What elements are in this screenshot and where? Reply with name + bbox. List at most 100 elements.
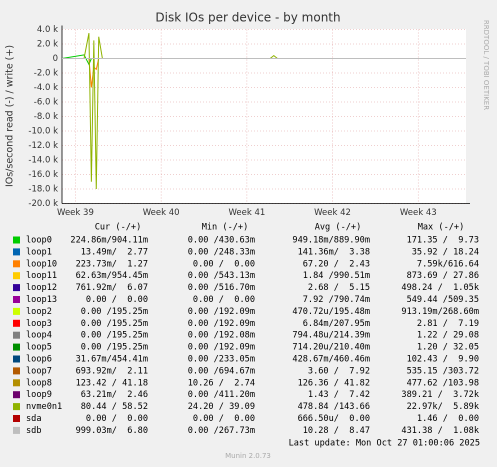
x-tick-label: Week 41 bbox=[228, 208, 265, 218]
legend-stat: 102.43 / 9.90 bbox=[407, 355, 479, 365]
legend-swatch bbox=[13, 391, 20, 399]
legend-stat: 0.00 /192.09m bbox=[188, 307, 255, 317]
legend-stat: 7.92 /790.74m bbox=[303, 295, 370, 305]
legend-stat: 693.92m/ 2.11 bbox=[76, 366, 148, 376]
legend-label: loop10 bbox=[26, 259, 57, 269]
legend-stat: 0.00 /192.09m bbox=[188, 319, 255, 329]
legend-stat: 0.00 / 0.00 bbox=[193, 295, 255, 305]
legend-header: Max (-/+) bbox=[418, 223, 465, 233]
legend-stat: 1.20 / 32.05 bbox=[417, 343, 479, 353]
y-tick-label: -16.0 k bbox=[28, 170, 58, 180]
legend-label: loop4 bbox=[26, 331, 52, 341]
legend-stat: 0.00 /233.05m bbox=[188, 355, 255, 365]
legend-stat: 0.00 /430.63m bbox=[188, 236, 255, 246]
legend-stat: 10.28 / 8.47 bbox=[303, 426, 370, 436]
legend-stat: 10.26 / 2.74 bbox=[188, 378, 255, 388]
legend-swatch bbox=[13, 248, 20, 256]
legend-label: loop1 bbox=[26, 247, 52, 257]
legend-stat: 0.00 / 0.00 bbox=[193, 414, 255, 424]
legend-stat: 549.44 /509.35 bbox=[407, 295, 479, 305]
legend-stat: 470.72u/195.48m bbox=[292, 307, 370, 317]
y-tick-label: 0 bbox=[53, 54, 58, 64]
legend-stat: 431.38 / 1.08k bbox=[401, 426, 479, 436]
legend-label: loop5 bbox=[26, 343, 52, 353]
legend-stat: 0.00 /192.08m bbox=[188, 331, 255, 341]
legend-label: loop12 bbox=[26, 283, 57, 293]
legend-stat: 999.03m/ 6.80 bbox=[76, 426, 148, 436]
y-tick-label: -18.0 k bbox=[28, 185, 58, 195]
last-update: Last update: Mon Oct 27 01:00:06 2025 bbox=[289, 439, 480, 449]
y-tick-label: -4.0 k bbox=[34, 83, 58, 93]
legend-stat: 913.19m/268.60m bbox=[401, 307, 479, 317]
legend-stat: 171.35 / 9.73 bbox=[407, 236, 479, 246]
legend-stat: 794.48u/214.39m bbox=[292, 331, 370, 341]
legend-stat: 13.49m/ 2.77 bbox=[81, 247, 148, 257]
legend-label: loop13 bbox=[26, 295, 57, 305]
legend-label: loop3 bbox=[26, 319, 52, 329]
legend-stat: 1.43 / 7.42 bbox=[308, 390, 370, 400]
legend-swatch bbox=[13, 379, 20, 387]
legend-label: loop6 bbox=[26, 355, 52, 365]
legend-stat: 498.24 / 1.05k bbox=[401, 283, 479, 293]
legend-swatch bbox=[13, 331, 20, 339]
legend-stat: 389.21 / 3.72k bbox=[401, 390, 479, 400]
legend-swatch bbox=[13, 236, 20, 244]
y-tick-label: -14.0 k bbox=[28, 156, 58, 166]
legend-swatch bbox=[13, 296, 20, 303]
legend-stat: 0.00 /411.20m bbox=[188, 390, 255, 400]
legend-header: Avg (-/+) bbox=[315, 223, 362, 233]
legend-stat: 0.00 /248.33m bbox=[188, 247, 255, 257]
legend-label: loop11 bbox=[26, 271, 57, 281]
legend-label: loop8 bbox=[26, 378, 52, 388]
legend-stat: 535.15 /303.72 bbox=[407, 366, 479, 376]
legend-stat: 3.60 / 7.92 bbox=[308, 366, 370, 376]
x-tick-label: Week 39 bbox=[57, 208, 94, 218]
legend-stat: 223.73m/ 1.27 bbox=[76, 259, 148, 269]
legend-stat: 2.68 / 5.15 bbox=[308, 283, 370, 293]
legend-stat: 0.00 / 0.00 bbox=[193, 259, 255, 269]
legend-stat: 0.00 /195.25m bbox=[81, 343, 148, 353]
legend-stat: 1.84 /990.51m bbox=[303, 271, 370, 281]
legend-stat: 0.00 /543.13m bbox=[188, 271, 255, 281]
legend-label: sdb bbox=[26, 426, 42, 436]
legend-stat: 0.00 /195.25m bbox=[81, 319, 148, 329]
legend-stat: 67.20 / 2.43 bbox=[303, 259, 370, 269]
legend-swatch bbox=[13, 272, 20, 280]
legend-stat: 478.84 /143.66 bbox=[298, 402, 370, 412]
y-axis-label: IOs/second read (-) / write (+) bbox=[5, 45, 16, 187]
legend-stat: 949.18m/889.90m bbox=[292, 236, 370, 246]
legend-stat: 80.44 / 58.52 bbox=[81, 402, 148, 412]
legend-label: loop7 bbox=[26, 366, 52, 376]
legend-swatch bbox=[13, 284, 20, 292]
legend-stat: 714.20u/210.40m bbox=[292, 343, 370, 353]
legend-stat: 0.00 /195.25m bbox=[81, 307, 148, 317]
y-tick-label: -12.0 k bbox=[28, 141, 58, 151]
legend-stat: 761.92m/ 6.07 bbox=[76, 283, 148, 293]
legend-swatch bbox=[13, 307, 20, 315]
legend-swatch bbox=[13, 355, 20, 363]
legend-stat: 63.21m/ 2.46 bbox=[81, 390, 148, 400]
legend-stat: 62.63m/954.45m bbox=[76, 271, 148, 281]
legend-stat: 873.69 / 27.86 bbox=[407, 271, 479, 281]
x-tick-label: Week 43 bbox=[400, 208, 437, 218]
legend-label: loop9 bbox=[26, 390, 52, 400]
legend-swatch bbox=[13, 415, 20, 422]
legend-stat: 126.36 / 41.82 bbox=[298, 378, 370, 388]
chart-title: Disk IOs per device - by month bbox=[155, 11, 340, 25]
y-tick-label: -2.0 k bbox=[34, 69, 58, 79]
legend-stat: 22.97k/ 5.89k bbox=[407, 402, 480, 412]
legend-stat: 0.00 /195.25m bbox=[81, 331, 148, 341]
legend-stat: 0.00 /192.09m bbox=[188, 343, 255, 353]
legend-label: loop0 bbox=[26, 236, 52, 246]
legend-stat: 0.00 /516.70m bbox=[188, 283, 255, 293]
legend-stat: 0.00 / 0.00 bbox=[86, 295, 148, 305]
legend-stat: 1.22 / 29.08 bbox=[417, 331, 479, 341]
legend-swatch bbox=[13, 260, 20, 268]
y-tick-label: 2.0 k bbox=[37, 40, 58, 50]
legend-stat: 6.84m/207.95m bbox=[303, 319, 370, 329]
legend-header: Min (-/+) bbox=[202, 223, 249, 233]
legend-stat: 1.46 / 0.00 bbox=[417, 414, 479, 424]
y-tick-label: -10.0 k bbox=[28, 127, 58, 137]
legend-header: Cur (-/+) bbox=[95, 223, 142, 233]
side-label: RRDTOOL / TOBI OETIKER bbox=[482, 20, 490, 110]
